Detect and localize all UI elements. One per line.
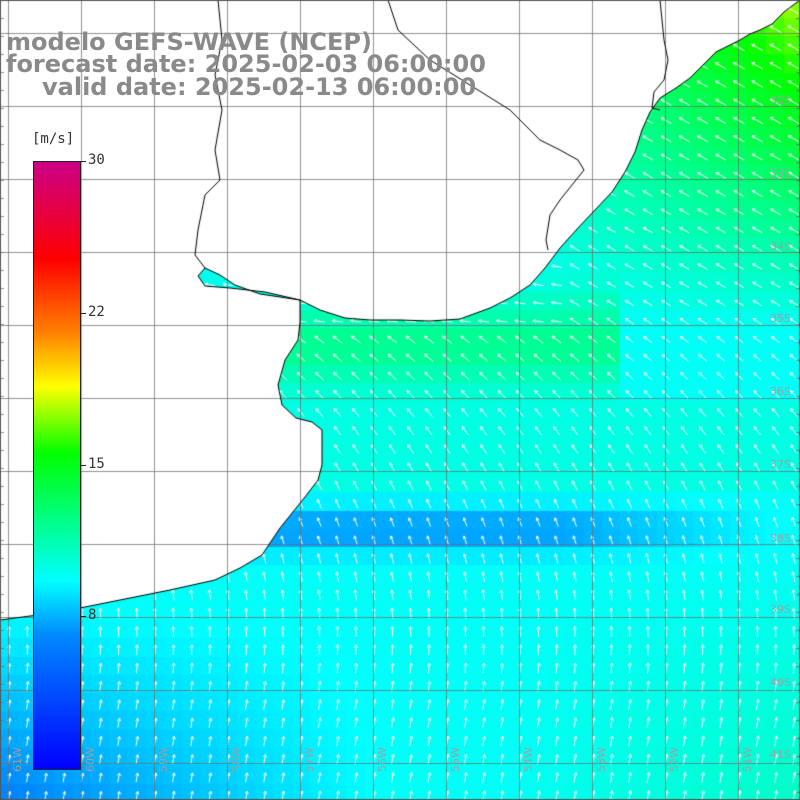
colorbar-label-30: 30 <box>88 152 105 168</box>
lat-label: 38S <box>770 532 791 545</box>
lat-label: 37S <box>770 458 791 471</box>
title-valid-date: valid date: 2025-02-13 06:00:00 <box>42 73 477 101</box>
colorbar-tick <box>80 465 86 466</box>
lon-label: 51W <box>741 747 754 772</box>
lat-label: 34S <box>770 240 791 253</box>
lon-label: 57W <box>303 747 316 772</box>
colorbar-unit: [m/s] <box>32 131 75 147</box>
lon-label: 53W <box>595 747 608 772</box>
lat-label: 35S <box>770 312 791 325</box>
colorbar-label-22: 22 <box>88 304 105 320</box>
colorbar-tick <box>80 616 86 617</box>
lon-label: 60W <box>84 747 97 772</box>
lon-label: 52W <box>668 747 681 772</box>
colorbar-tick <box>80 161 86 162</box>
lon-label: 61W <box>11 747 24 772</box>
lat-label: 36S <box>770 385 791 398</box>
lat-label: 39S <box>770 603 791 616</box>
title-forecast-date: forecast date: 2025-02-03 06:00:00 <box>6 50 486 78</box>
colorbar-label-15: 15 <box>88 456 105 472</box>
lat-label: 33S <box>770 167 791 180</box>
lon-label: 59W <box>157 747 170 772</box>
title-model: modelo GEFS-WAVE (NCEP) <box>6 28 372 56</box>
lat-label: 41S <box>770 748 791 761</box>
lat-label: 40S <box>770 676 791 689</box>
lon-label: 55W <box>449 747 462 772</box>
lon-label: 58W <box>230 747 243 772</box>
lon-label: 54W <box>522 747 535 772</box>
colorbar-tick <box>80 313 86 314</box>
colorbar-label-8: 8 <box>88 607 97 623</box>
colorbar <box>33 161 81 770</box>
lon-label: 56W <box>376 747 389 772</box>
lat-label: 32S <box>770 94 791 107</box>
